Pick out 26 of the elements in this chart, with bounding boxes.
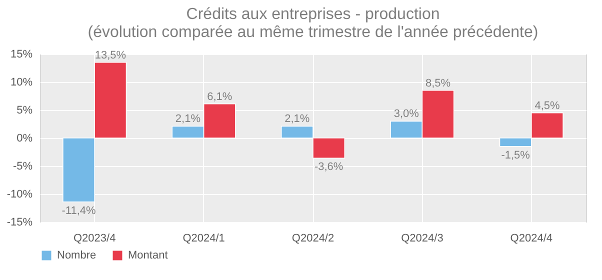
data-label: 8,5%: [425, 77, 451, 90]
x-tick-label: Q2024/1: [182, 232, 225, 244]
data-label: 13,5%: [94, 49, 126, 62]
data-label: -11,4%: [62, 204, 96, 217]
data-label: 6,1%: [207, 90, 232, 103]
y-tick-label: 0%: [16, 132, 33, 144]
x-tick-label: Q2024/4: [510, 232, 552, 244]
y-tick-label: -5%: [12, 160, 33, 172]
data-label: 3,0%: [394, 108, 420, 120]
data-label: 2,1%: [284, 113, 310, 126]
legend-label: Nombre: [57, 250, 96, 262]
data-label: 2,1%: [175, 113, 201, 126]
y-tick-label: 15%: [10, 48, 33, 60]
y-tick-label: 5%: [16, 104, 33, 116]
y-tick-label: -10%: [6, 188, 33, 200]
x-tick-label: Q2024/3: [401, 232, 444, 244]
chart-subtitle: (évolution comparée au même trimestre de l'année précédente): [88, 24, 538, 41]
y-tick-label: -15%: [6, 216, 33, 228]
chart-title: Crédits aux entreprises - production: [186, 6, 440, 23]
y-tick-label: 10%: [10, 76, 33, 88]
data-label: 4,5%: [534, 100, 560, 112]
x-tick-label: Q2024/2: [292, 232, 334, 244]
legend-label: Montant: [128, 250, 168, 262]
data-label: -1,5%: [501, 149, 530, 162]
data-label: -3,6%: [314, 161, 344, 174]
x-tick-label: Q2023/4: [74, 232, 116, 244]
